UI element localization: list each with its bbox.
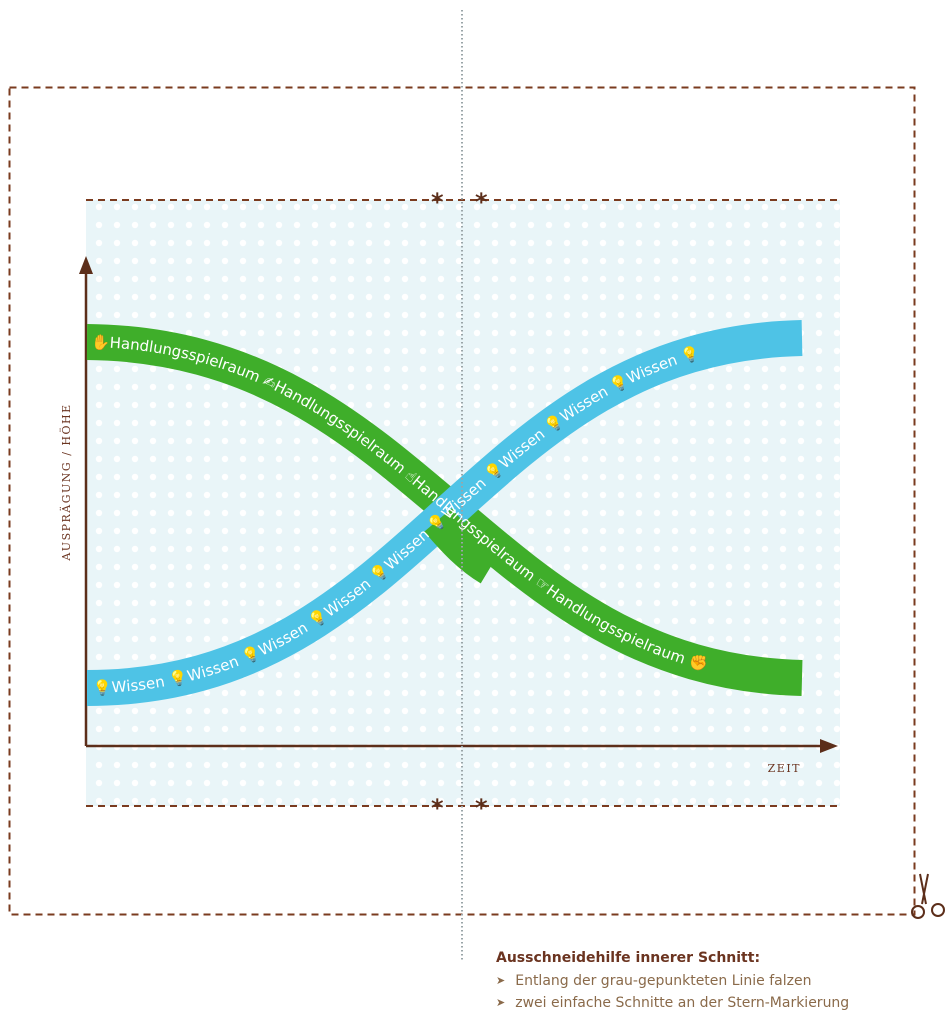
instructions-title: Ausschneidehilfe innerer Schnitt: [496,950,761,966]
x-axis-arrowhead [820,739,838,753]
arrow-bullet-icon: ➤ [496,996,506,1009]
cutting-instructions: Ausschneidehilfe innerer Schnitt: ➤ Entl… [496,950,936,1014]
instruction-text: Entlang der grau-gepunkteten Linie falze… [515,973,812,989]
star-mark-bottom-left: * [431,794,444,822]
star-mark-top-right: * [475,188,488,216]
star-mark-bottom-right: * [475,794,488,822]
instruction-item: ➤ Entlang der grau-gepunkteten Linie fal… [496,970,936,992]
y-axis-label: AUSPRÄGUNG / HÖHE [59,403,73,561]
instructions-list: ➤ Entlang der grau-gepunkteten Linie fal… [496,970,936,1014]
y-axis-arrowhead [79,256,93,274]
x-axis-label: ZEIT [768,762,801,775]
instruction-text: zwei einfache Schnitte an der Stern-Mark… [515,995,850,1011]
star-mark-top-left: * [431,188,444,216]
arrow-bullet-icon: ➤ [496,974,506,987]
scissors-icon [911,873,945,919]
instruction-item: ➤ zwei einfache Schnitte an der Stern-Ma… [496,992,936,1014]
